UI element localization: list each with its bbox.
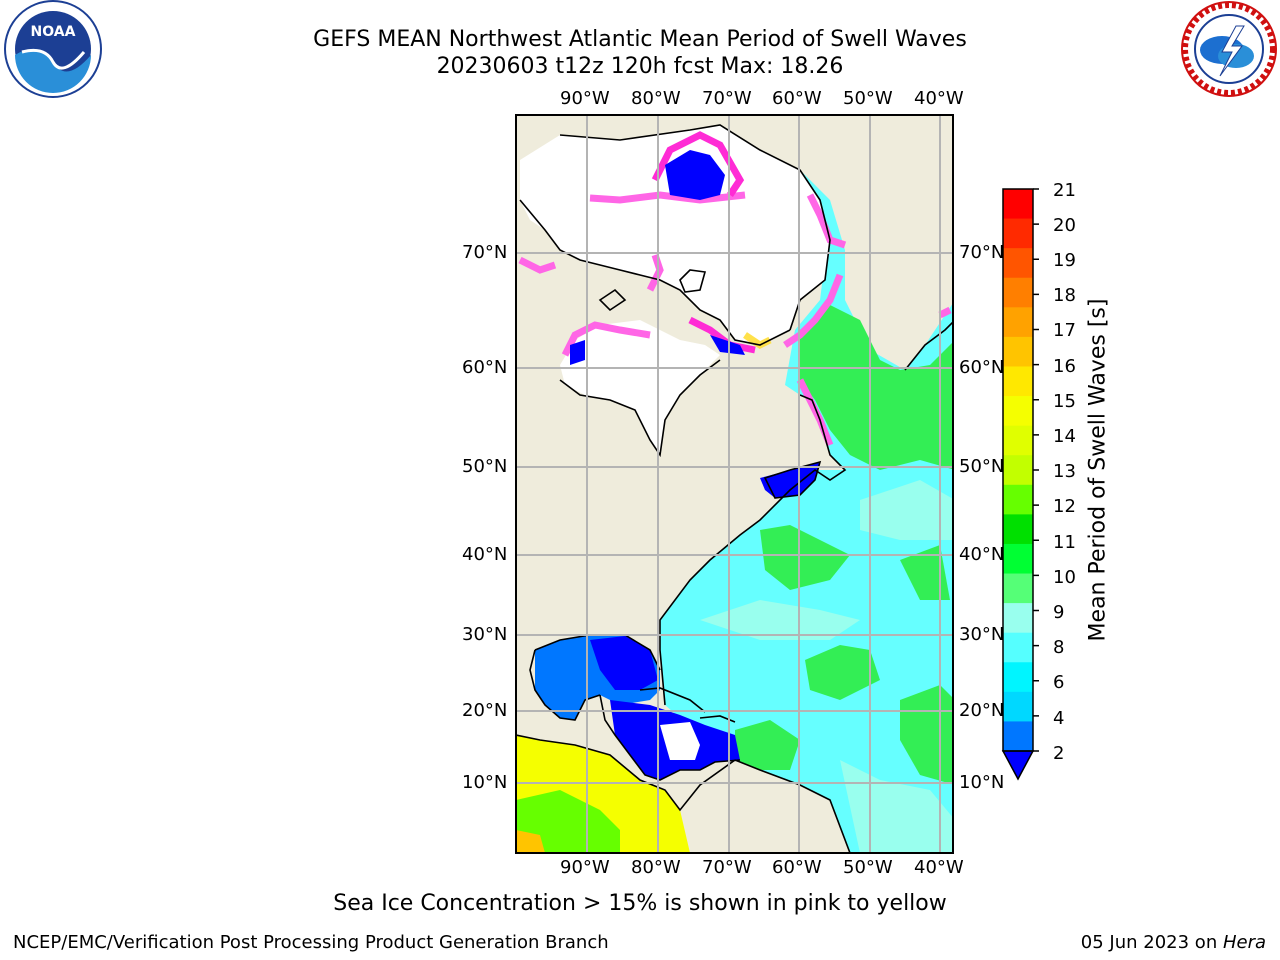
lat-label-left: 40°N (462, 544, 508, 565)
colorbar-tick: 17 (1053, 320, 1076, 341)
lon-label-bottom: 40°W (914, 857, 964, 878)
lat-label-left: 30°N (462, 624, 508, 645)
colorbar-segment (1003, 396, 1033, 427)
colorbar-tick: 16 (1053, 356, 1076, 377)
colorbar-tick: 18 (1053, 285, 1076, 306)
colorbar-tick: 20 (1053, 215, 1076, 236)
colorbar-segment (1003, 721, 1033, 752)
colorbar-tick: 12 (1053, 496, 1076, 517)
lat-label-right: 40°N (959, 544, 1005, 565)
labrador-blue (710, 335, 745, 355)
colorbar-tick: 9 (1053, 602, 1065, 623)
south-america-orange (516, 830, 545, 853)
footer-credit: NCEP/EMC/Verification Post Processing Pr… (13, 932, 609, 953)
lon-label-top: 40°W (914, 88, 964, 109)
colorbar-segment (1003, 573, 1033, 604)
colorbar-segment (1003, 455, 1033, 486)
colorbar-label: Mean Period of Swell Waves [s] (1085, 298, 1111, 642)
sea-ice-edges (518, 131, 952, 447)
colorbar-segment (1003, 277, 1033, 308)
lon-label-top: 50°W (843, 88, 893, 109)
colorbar-tick: 11 (1053, 532, 1076, 553)
footer-machine: Hera (1222, 932, 1266, 953)
lat-label-left: 10°N (462, 772, 508, 793)
colorbar-segment (1003, 662, 1033, 693)
colorbar (1001, 188, 1039, 781)
map-frame (515, 114, 954, 854)
lon-label-bottom: 50°W (843, 857, 893, 878)
south-america-green (516, 790, 620, 853)
colorbar-segment (1003, 336, 1033, 367)
baffin-blue-pocket (665, 150, 725, 200)
footer-date-text: 05 Jun 2023 on (1080, 932, 1223, 953)
caribbean-white-area (660, 722, 700, 760)
lon-label-top: 60°W (772, 88, 822, 109)
chart-title: GEFS MEAN Northwest Atlantic Mean Period… (313, 27, 967, 52)
lon-label-top: 90°W (560, 88, 610, 109)
hudson-strait-blue (570, 340, 585, 365)
lon-label-bottom: 90°W (560, 857, 610, 878)
lat-label-left: 20°N (462, 700, 508, 721)
colorbar-segment (1003, 543, 1033, 575)
colorbar-segment (1003, 632, 1033, 663)
lat-label-right: 50°N (959, 456, 1005, 477)
gulf-deep-blue (590, 636, 658, 690)
lat-label-right: 20°N (959, 700, 1005, 721)
hudson-bay-water (560, 320, 720, 455)
colorbar-segment (1003, 691, 1033, 722)
arctic-white-water (520, 125, 830, 345)
colorbar-segment (1003, 514, 1033, 545)
colorbar-tick: 8 (1053, 637, 1065, 658)
colorbar-tick: 6 (1053, 672, 1065, 693)
graticule (516, 115, 953, 853)
lat-label-left: 50°N (462, 456, 508, 477)
colorbar-segment (1003, 189, 1033, 220)
colorbar-tick: 14 (1053, 426, 1076, 447)
colorbar-segment (1003, 484, 1033, 515)
lat-label-right: 70°N (959, 242, 1005, 263)
lat-label-left: 60°N (462, 357, 508, 378)
footer-date: 05 Jun 2023 on Hera (1081, 932, 1266, 953)
nws-logo (1181, 1, 1277, 97)
colorbar-tick: 4 (1053, 708, 1065, 729)
swell-light-patches (700, 480, 953, 853)
lat-label-left: 70°N (462, 242, 508, 263)
noaa-logo: NOAA (4, 0, 102, 98)
chart-subtitle: 20230603 t12z 120h fcst Max: 18.26 (436, 54, 844, 79)
lat-label-right: 30°N (959, 624, 1005, 645)
colorbar-segment (1003, 603, 1033, 634)
lon-label-bottom: 80°W (631, 857, 681, 878)
colorbar-tick: 15 (1053, 391, 1076, 412)
colorbar-segment (1003, 248, 1033, 279)
colorbar-extend-arrow (1001, 750, 1035, 781)
lon-label-bottom: 70°W (702, 857, 752, 878)
colorbar-tick: 13 (1053, 461, 1076, 482)
colorbar-segment (1003, 307, 1033, 338)
lon-label-top: 70°W (702, 88, 752, 109)
lat-label-right: 10°N (959, 772, 1005, 793)
sea-ice-caption: Sea Ice Concentration > 15% is shown in … (333, 891, 947, 916)
colorbar-tick: 19 (1053, 250, 1076, 271)
colorbar-tick: 10 (1053, 567, 1076, 588)
colorbar-tick: 2 (1053, 743, 1065, 764)
lon-label-bottom: 60°W (772, 857, 822, 878)
colorbar-tick: 21 (1053, 180, 1076, 201)
colorbar-segment (1003, 218, 1033, 249)
ocean-area (660, 170, 953, 853)
colorbar-segment (1003, 425, 1033, 456)
lat-label-right: 60°N (959, 357, 1005, 378)
colorbar-segment (1003, 366, 1033, 397)
lon-label-top: 80°W (631, 88, 681, 109)
noaa-logo-text: NOAA (31, 24, 76, 40)
